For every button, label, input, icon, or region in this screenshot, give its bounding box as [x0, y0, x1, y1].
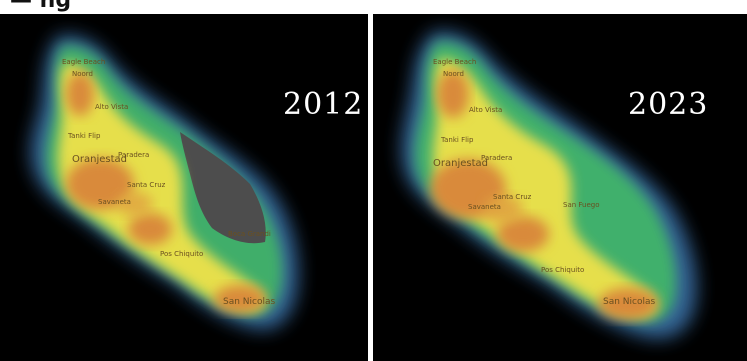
- place-label: Savaneta: [468, 203, 501, 211]
- heatmap-2023: Eagle Beach Noord Alto Vista Tanki Flip …: [401, 31, 697, 339]
- place-label: San Nicolas: [223, 297, 275, 307]
- gray-gap: [180, 132, 266, 244]
- place-label: Alto Vista: [95, 103, 128, 111]
- island-yellow: [57, 62, 265, 312]
- hotspot-savaneta: [497, 216, 549, 252]
- hotspot-noord: [437, 70, 469, 118]
- place-label: Oranjestad: [72, 154, 127, 165]
- hotspot-savaneta: [128, 213, 172, 245]
- place-label: Noord: [443, 70, 464, 78]
- place-label: Santa Cruz: [493, 193, 532, 201]
- island-yellow: [432, 58, 658, 317]
- place-label: Boca Grandi: [228, 230, 271, 238]
- place-label: Tanki Flip: [440, 136, 474, 144]
- place-label: Paradera: [118, 151, 149, 159]
- hotspot-center: [483, 195, 523, 223]
- place-label: San Nicolas: [603, 297, 655, 307]
- year-label: 2023: [628, 87, 709, 122]
- header-fragment: — ng: [10, 0, 72, 13]
- place-label: Tanki Flip: [67, 132, 101, 140]
- hotspot-san-nicolas: [214, 285, 266, 313]
- panel-divider: [368, 14, 373, 361]
- place-label: San Fuego: [563, 201, 600, 209]
- place-label: Savaneta: [98, 198, 131, 206]
- header-strip: — ng: [0, 0, 747, 14]
- place-label: Santa Cruz: [127, 181, 166, 189]
- place-label: Paradera: [481, 154, 512, 162]
- heatmap-panel-2023: Eagle Beach Noord Alto Vista Tanki Flip …: [373, 14, 747, 361]
- place-label: Alto Vista: [469, 106, 502, 114]
- heatmap-2012: Eagle Beach Noord Alto Vista Tanki Flip …: [30, 35, 299, 330]
- place-label: Eagle Beach: [62, 58, 105, 66]
- place-labels-2012: Eagle Beach Noord Alto Vista Tanki Flip …: [62, 58, 275, 307]
- hotspot-san-nicolas: [598, 288, 658, 320]
- place-labels-2023: Eagle Beach Noord Alto Vista Tanki Flip …: [433, 58, 655, 307]
- hotspot-center: [117, 192, 153, 216]
- hotspot-oranjestad: [66, 158, 134, 210]
- place-label: Oranjestad: [433, 158, 488, 169]
- place-label: Pos Chiquito: [541, 266, 584, 274]
- place-label: Pos Chiquito: [160, 250, 203, 258]
- year-label: 2012: [283, 87, 364, 122]
- hotspot-noord: [66, 72, 94, 116]
- place-label: Eagle Beach: [433, 58, 476, 66]
- place-label: Noord: [72, 70, 93, 78]
- heatmap-panel-2012: Eagle Beach Noord Alto Vista Tanki Flip …: [0, 14, 368, 361]
